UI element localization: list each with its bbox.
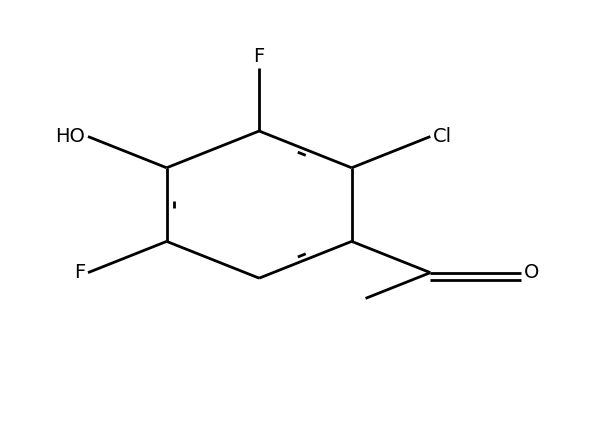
Text: F: F (74, 263, 85, 282)
Text: O: O (524, 263, 540, 282)
Text: F: F (254, 47, 265, 66)
Text: HO: HO (55, 127, 85, 146)
Text: Cl: Cl (434, 127, 453, 146)
